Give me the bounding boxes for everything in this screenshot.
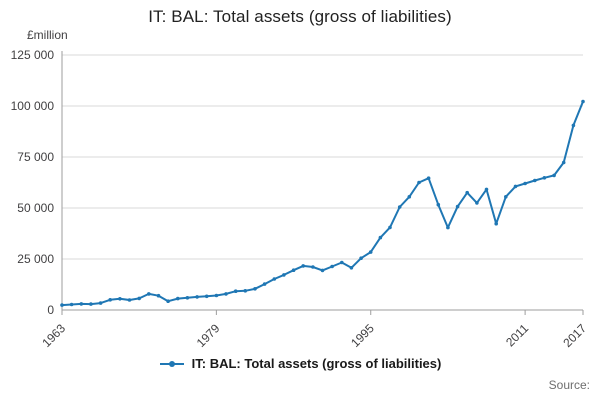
data-point [204,294,209,299]
data-point [147,292,151,296]
legend-item[interactable]: IT: BAL: Total assets (gross of liabilit… [0,356,600,371]
data-point [407,195,412,199]
data-point [561,160,566,165]
data-point [137,296,141,301]
source-label: Source: [548,378,590,392]
y-tick-label: 100 000 [11,99,55,113]
data-point [533,178,537,183]
data-point [156,293,161,298]
y-tick-label: 75 000 [17,150,54,164]
y-tick-label: 25 000 [17,252,54,266]
data-point [253,287,257,291]
y-tick-label: 0 [47,303,54,317]
data-point [542,176,547,180]
data-point [60,303,64,307]
data-point [359,256,363,260]
data-point [446,225,450,230]
data-point [397,205,402,209]
data-point [417,180,421,185]
x-tick-label: 1979 [194,321,223,350]
data-point [185,296,190,300]
data-point [262,282,267,286]
data-point [504,195,508,199]
data-point [69,302,74,307]
x-tick-label: 1995 [348,321,377,350]
plot-area: 0 25 000 50 000 75 000 100 000 125 000 1963 197… [11,48,590,350]
data-point [465,190,470,195]
data-point [89,302,93,306]
x-tick-label: 2011 [503,321,531,349]
legend-line-marker [159,360,184,367]
data-point [243,289,248,293]
data-point [426,176,431,180]
data-point [475,201,479,205]
data-point [166,299,170,303]
data-point [282,273,286,277]
data-point [378,235,383,240]
series-line [61,100,584,307]
data-point [455,204,460,209]
data-point [98,301,103,305]
data-point [552,173,556,178]
data-point [311,265,315,269]
data-point [494,221,499,226]
data-point [118,297,122,301]
x-tick-label: 1963 [39,321,68,350]
chart-title: IT: BAL: Total assets (gross of liabilit… [148,7,452,26]
data-point [484,187,489,192]
data-point [301,264,306,268]
data-point [349,266,354,270]
data-point [195,295,199,299]
data-point [272,277,277,281]
data-point [330,264,334,269]
data-point [108,298,112,302]
data-point [388,225,392,230]
data-point [320,268,325,273]
x-tick-label: 2017 [560,321,589,350]
y-tick-label: 50 000 [17,201,54,215]
data-point [224,292,228,296]
data-point [127,298,132,302]
data-point [176,296,180,301]
data-point [571,123,576,128]
data-point [523,181,527,186]
data-point [233,289,238,293]
y-tick-label: 125 000 [11,48,55,62]
y-axis-unit-label: £million [27,28,68,42]
data-point [368,250,373,254]
data-point [340,260,344,265]
data-point [436,202,441,207]
data-point [214,293,219,298]
data-point [513,184,518,189]
data-point [79,302,84,306]
data-point [291,268,296,272]
data-point [581,99,585,104]
legend-label: IT: BAL: Total assets (gross of liabilit… [191,356,442,371]
